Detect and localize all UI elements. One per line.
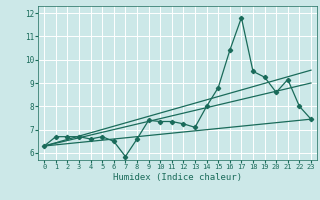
X-axis label: Humidex (Indice chaleur): Humidex (Indice chaleur) bbox=[113, 173, 242, 182]
